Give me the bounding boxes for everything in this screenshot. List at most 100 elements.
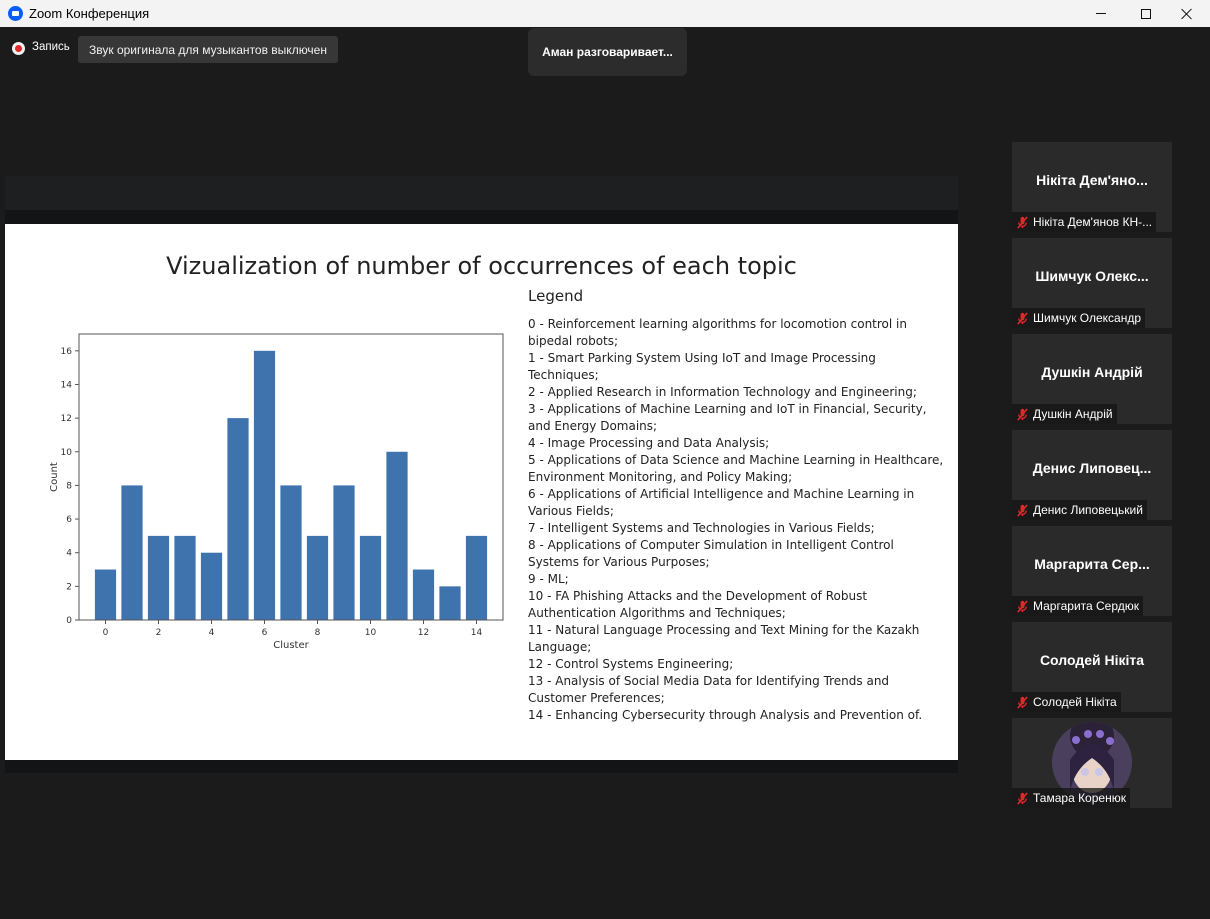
chart-bar <box>333 485 355 620</box>
legend-item: 9 - ML; <box>528 572 569 586</box>
bar-chart: 0 2 4 6 8 10 12 14 16 0 2 4 6 8 10 12 14 Cluster Count <box>49 333 504 651</box>
original-sound-button[interactable]: Звук оригинала для музыкантов выключен <box>78 36 338 63</box>
maximize-button[interactable] <box>1123 0 1169 27</box>
y-tick-label: 0 <box>66 616 72 626</box>
participant-name: Нікіта Дем'янов КН-... <box>1033 215 1153 229</box>
mic-off-icon <box>1015 407 1030 422</box>
legend-list: 0 - Reinforcement learning algorithms fo… <box>528 316 948 724</box>
legend-item: 5 - Applications of Data Science and Mac… <box>528 453 944 484</box>
participant-name: Маргарита Сердюк <box>1033 599 1140 613</box>
y-tick-label: 14 <box>61 380 73 390</box>
chart-bar <box>280 485 302 620</box>
participant-name: Солодей Нікіта <box>1033 695 1117 709</box>
x-tick-label: 2 <box>156 628 162 638</box>
participant-name-label: Тамара Коренюк <box>1012 788 1130 808</box>
participant-display-name: Денис Липовец... <box>1032 460 1152 476</box>
y-axis-label: Count <box>49 462 60 492</box>
recording-label[interactable]: Запись <box>32 41 70 53</box>
participant-name-label: Денис Липовецький <box>1012 500 1147 520</box>
legend-item: 10 - FA Phishing Attacks and the Develop… <box>528 589 868 620</box>
participant-tile[interactable]: Маргарита Сер... Маргарита Сердюк <box>1012 526 1172 616</box>
chart-bar <box>465 535 488 620</box>
chart-bar <box>94 569 117 620</box>
shared-screen: Vizualization of number of occurrences o… <box>5 176 958 773</box>
mic-off-icon <box>1015 695 1030 710</box>
chart-frame <box>78 333 504 621</box>
x-tick-label: 8 <box>315 628 321 638</box>
participant-name: Денис Липовецький <box>1033 503 1143 517</box>
minimize-button[interactable] <box>1078 0 1124 27</box>
participant-name-label: Нікіта Дем'янов КН-... <box>1012 212 1157 232</box>
mic-off-icon <box>1015 311 1030 326</box>
legend-item: 0 - Reinforcement learning algorithms fo… <box>528 317 907 348</box>
participant-name: Шимчук Олександр <box>1033 311 1142 325</box>
y-tick-label: 12 <box>61 414 72 424</box>
participant-name-label: Шимчук Олександр <box>1012 308 1146 328</box>
participant-display-name: Шимчук Олекс... <box>1035 268 1149 284</box>
participant-display-name: Нікіта Дем'яно... <box>1036 172 1148 188</box>
participant-tile[interactable]: Тамара Коренюк <box>1012 718 1172 808</box>
mic-off-icon <box>1015 503 1030 518</box>
legend-title: Legend <box>528 287 584 305</box>
mic-off-icon <box>1015 599 1030 614</box>
minimize-icon <box>1096 13 1106 14</box>
mic-off-icon <box>1015 791 1030 806</box>
y-tick-label: 4 <box>66 549 72 559</box>
participant-tile[interactable]: Душкін Андрій Душкін Андрій <box>1012 334 1172 424</box>
close-icon <box>1181 8 1193 20</box>
chart-bar <box>412 569 435 620</box>
participant-display-name: Солодей Нікіта <box>1039 652 1145 668</box>
chart-bar <box>121 485 143 620</box>
chart-bar <box>174 535 196 620</box>
chart-bar <box>227 418 249 620</box>
legend-item: 12 - Control Systems Engineering; <box>528 657 734 671</box>
y-tick-label: 16 <box>61 347 73 357</box>
participant-name-label: Душкін Андрій <box>1012 404 1117 424</box>
legend-item: 1 - Smart Parking System Using IoT and I… <box>528 351 876 382</box>
close-button[interactable] <box>1164 0 1210 27</box>
legend-item: 14 - Enhancing Cybersecurity through Ana… <box>528 708 923 722</box>
legend-item: 4 - Image Processing and Data Analysis; <box>528 436 770 450</box>
chart-bar <box>200 552 223 620</box>
chart-bar <box>359 535 382 620</box>
speaking-indicator: Аман разговаривает... <box>528 28 687 76</box>
maximize-icon <box>1141 8 1151 19</box>
y-tick-label: 6 <box>66 515 72 525</box>
x-axis-label: Cluster <box>273 640 309 651</box>
legend-item: 7 - Intelligent Systems and Technologies… <box>528 521 875 535</box>
participant-name-label: Маргарита Сердюк <box>1012 596 1144 616</box>
chart-bar <box>306 535 329 620</box>
legend-item: 3 - Applications of Machine Learning and… <box>528 402 927 433</box>
participant-tile[interactable]: Шимчук Олекс... Шимчук Олександр <box>1012 238 1172 328</box>
x-tick-label: 10 <box>365 628 377 638</box>
participant-name: Душкін Андрій <box>1033 407 1113 421</box>
participant-tile[interactable]: Солодей Нікіта Солодей Нікіта <box>1012 622 1172 712</box>
recording-icon[interactable] <box>12 42 25 55</box>
y-tick-label: 10 <box>61 448 73 458</box>
zoom-logo-icon <box>8 6 23 21</box>
mic-off-icon <box>1015 215 1030 230</box>
participant-name: Тамара Коренюк <box>1033 791 1126 805</box>
y-tick-label: 8 <box>66 481 72 491</box>
participant-tile[interactable]: Нікіта Дем'яно... Нікіта Дем'янов КН-... <box>1012 142 1172 232</box>
legend-item: 6 - Applications of Artificial Intellige… <box>528 487 915 518</box>
legend-item: 11 - Natural Language Processing and Tex… <box>528 623 920 654</box>
legend-item: 8 - Applications of Computer Simulation … <box>528 538 894 569</box>
legend-item: 13 - Analysis of Social Media Data for I… <box>528 674 890 705</box>
shared-screen-top-bar <box>5 176 958 210</box>
x-tick-label: 6 <box>262 628 268 638</box>
slide-title: Vizualization of number of occurrences o… <box>166 252 797 280</box>
x-tick-label: 4 <box>209 628 215 638</box>
x-tick-label: 14 <box>471 628 483 638</box>
participant-display-name: Душкін Андрій <box>1041 364 1143 380</box>
x-tick-label: 12 <box>418 628 429 638</box>
participant-display-name: Маргарита Сер... <box>1034 556 1150 572</box>
presentation-slide: Vizualization of number of occurrences o… <box>5 224 958 760</box>
window-title: Zoom Конференция <box>29 6 150 21</box>
chart-bar <box>253 350 276 620</box>
x-tick-label: 0 <box>103 628 109 638</box>
chart-bar <box>386 451 408 620</box>
chart-bar <box>439 586 461 620</box>
participant-tile[interactable]: Денис Липовец... Денис Липовецький <box>1012 430 1172 520</box>
window-title-bar: Zoom Конференция <box>0 0 1210 27</box>
